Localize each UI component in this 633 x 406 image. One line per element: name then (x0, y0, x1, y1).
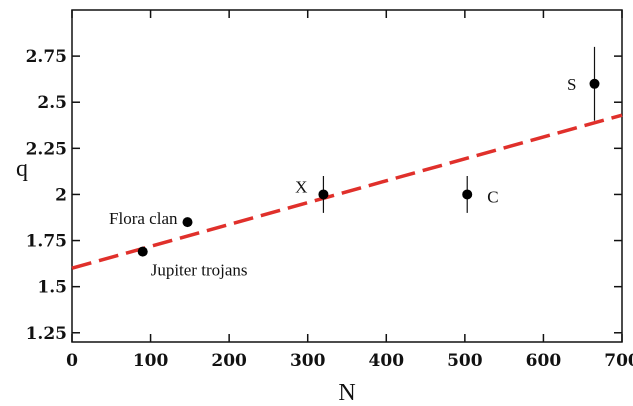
y-tick-label: 2.25 (26, 139, 67, 159)
x-tick-label: 600 (526, 351, 562, 371)
point-label: X (295, 177, 307, 196)
data-point (137, 246, 148, 257)
point-label: S (567, 75, 576, 94)
x-tick-label: 0 (66, 351, 78, 371)
point-label: C (487, 187, 498, 206)
data-point (589, 78, 600, 89)
x-tick-label: 700 (604, 351, 633, 371)
x-tick-label: 300 (290, 351, 326, 371)
point-label: Jupiter trojans (151, 261, 248, 280)
y-tick-label: 2.5 (37, 93, 67, 113)
y-tick-label: 1.5 (37, 278, 67, 298)
y-axis-label: q (16, 156, 28, 182)
x-tick-label: 400 (369, 351, 405, 371)
data-point (182, 217, 193, 228)
x-axis-ticks: 0 100 200 300 400 500 600 700 (66, 10, 633, 371)
data-points: Jupiter trojans Flora clan X C S (109, 46, 600, 280)
x-tick-label: 500 (447, 351, 483, 371)
y-tick-label: 2 (55, 185, 67, 205)
y-tick-label: 1.75 (26, 232, 67, 252)
fit-line-group (71, 113, 623, 270)
data-point (318, 189, 329, 200)
y-axis-ticks: 1.25 1.5 1.75 2 2.25 2.5 2.75 (26, 47, 622, 344)
x-tick-label: 100 (133, 351, 169, 371)
x-axis-label: N (338, 380, 355, 406)
fit-line (71, 113, 623, 270)
plot-frame (71, 9, 623, 343)
y-tick-label: 2.75 (26, 47, 67, 67)
x-tick-label: 200 (211, 351, 247, 371)
data-point (462, 189, 473, 200)
point-label: Flora clan (109, 209, 178, 228)
y-tick-label: 1.25 (26, 324, 67, 344)
